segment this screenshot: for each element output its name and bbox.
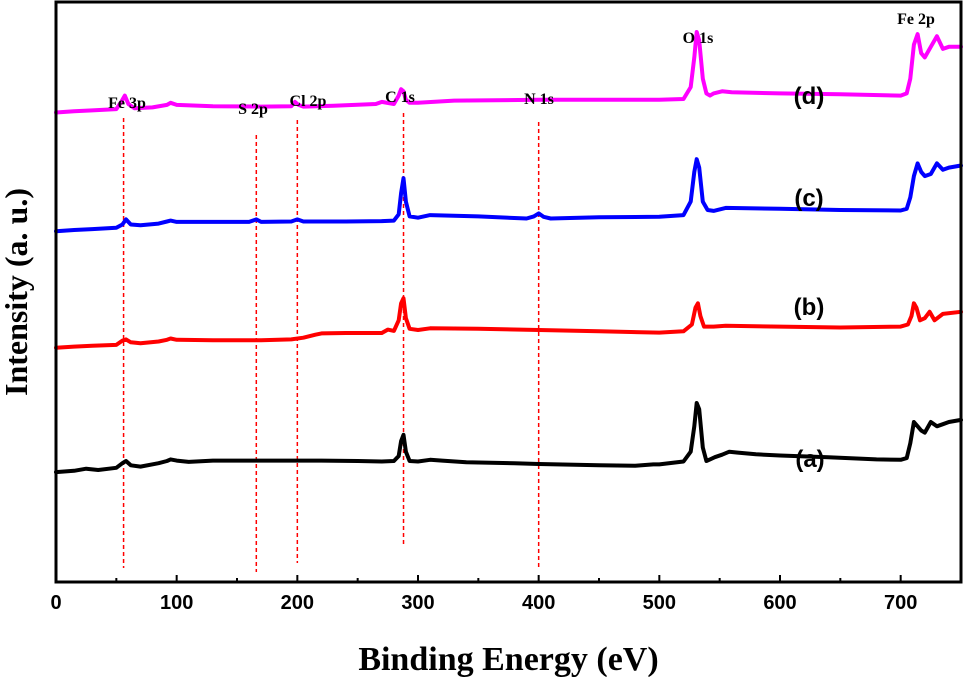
x-tick-label-100: 100 [160,592,193,614]
x-axis-ticks: 0 100 200 300 400 500 600 700 [50,575,917,614]
peak-labels: Fe 3p S 2p Cl 2p C 1s N 1s O 1s Fe 2p [108,11,935,118]
series-lines [54,30,963,475]
y-axis-title: Intensity (a. u.) [0,188,34,396]
peak-label-fe-3p: Fe 3p [108,95,146,112]
peak-marker-lines [122,113,540,572]
peak-label-fe-2p: Fe 2p [897,11,935,28]
peak-label-s-2p: S 2p [238,101,268,118]
x-axis-title: Binding Energy (eV) [358,641,658,677]
x-tick-label-0: 0 [50,592,61,614]
series-line-c [54,157,963,234]
series-label-d: (d) [794,83,825,110]
series-line-a [54,401,963,475]
series-line-d [54,30,963,115]
x-tick-label-500: 500 [643,592,676,614]
peak-label-cl-2p: Cl 2p [290,93,327,110]
x-tick-label-700: 700 [884,592,917,614]
series-label-a: (a) [795,446,824,473]
peak-label-n-1s: N 1s [524,91,554,108]
series-line-b [54,296,963,350]
series-labels: (a) (b) (c) (d) [794,83,825,473]
series-label-b: (b) [794,294,825,321]
series-label-c: (c) [794,185,823,212]
x-tick-label-400: 400 [522,592,555,614]
plot-area-frame [54,0,963,584]
x-tick-label-600: 600 [763,592,796,614]
peak-label-o-1s: O 1s [683,30,714,47]
peak-label-c-1s: C 1s [385,89,415,106]
x-tick-label-300: 300 [401,592,434,614]
x-tick-label-200: 200 [281,592,314,614]
